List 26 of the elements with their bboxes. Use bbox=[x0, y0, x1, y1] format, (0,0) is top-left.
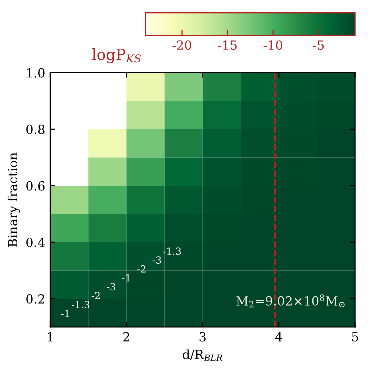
color-bar-title: logP$_{KS}$ bbox=[92, 48, 142, 64]
x-tick-label: 3 bbox=[200, 332, 206, 342]
color-bar-label: -10 bbox=[264, 40, 283, 50]
annotation: M$_{2}$=9.02×10$^{8}$M$_{⊙}$ bbox=[236, 294, 345, 308]
x-tick-label: 1 bbox=[48, 332, 53, 342]
y-tick-label: 1.0 bbox=[27, 68, 45, 78]
y-tick-label: 0.8 bbox=[26, 124, 45, 134]
annotation: -3 bbox=[107, 283, 116, 291]
x-axis-title: d/R$_{BLR}$ bbox=[183, 350, 223, 362]
annotation: -1 bbox=[122, 274, 130, 282]
x-tick-label: 2 bbox=[124, 332, 130, 342]
y-tick-label: 0.2 bbox=[26, 294, 44, 304]
x-tick-label: 4 bbox=[276, 332, 282, 342]
y-tick-label: 0.6 bbox=[26, 181, 45, 191]
annotation: -1.3 bbox=[72, 301, 90, 308]
annotation: -3 bbox=[152, 256, 162, 264]
annotation: -2 bbox=[92, 292, 100, 300]
annotation: -1.3 bbox=[163, 248, 182, 256]
annotation: -1 bbox=[61, 310, 70, 318]
color-bar-label: -5 bbox=[313, 40, 324, 50]
color-bar-label: -15 bbox=[218, 40, 237, 50]
y-axis-title: Binary fraction bbox=[8, 152, 20, 248]
y-tick-label: 0.4 bbox=[26, 238, 45, 248]
x-tick-label: 5 bbox=[352, 332, 358, 342]
color-bar-label: -20 bbox=[172, 40, 192, 50]
annotation: -2 bbox=[138, 265, 146, 273]
